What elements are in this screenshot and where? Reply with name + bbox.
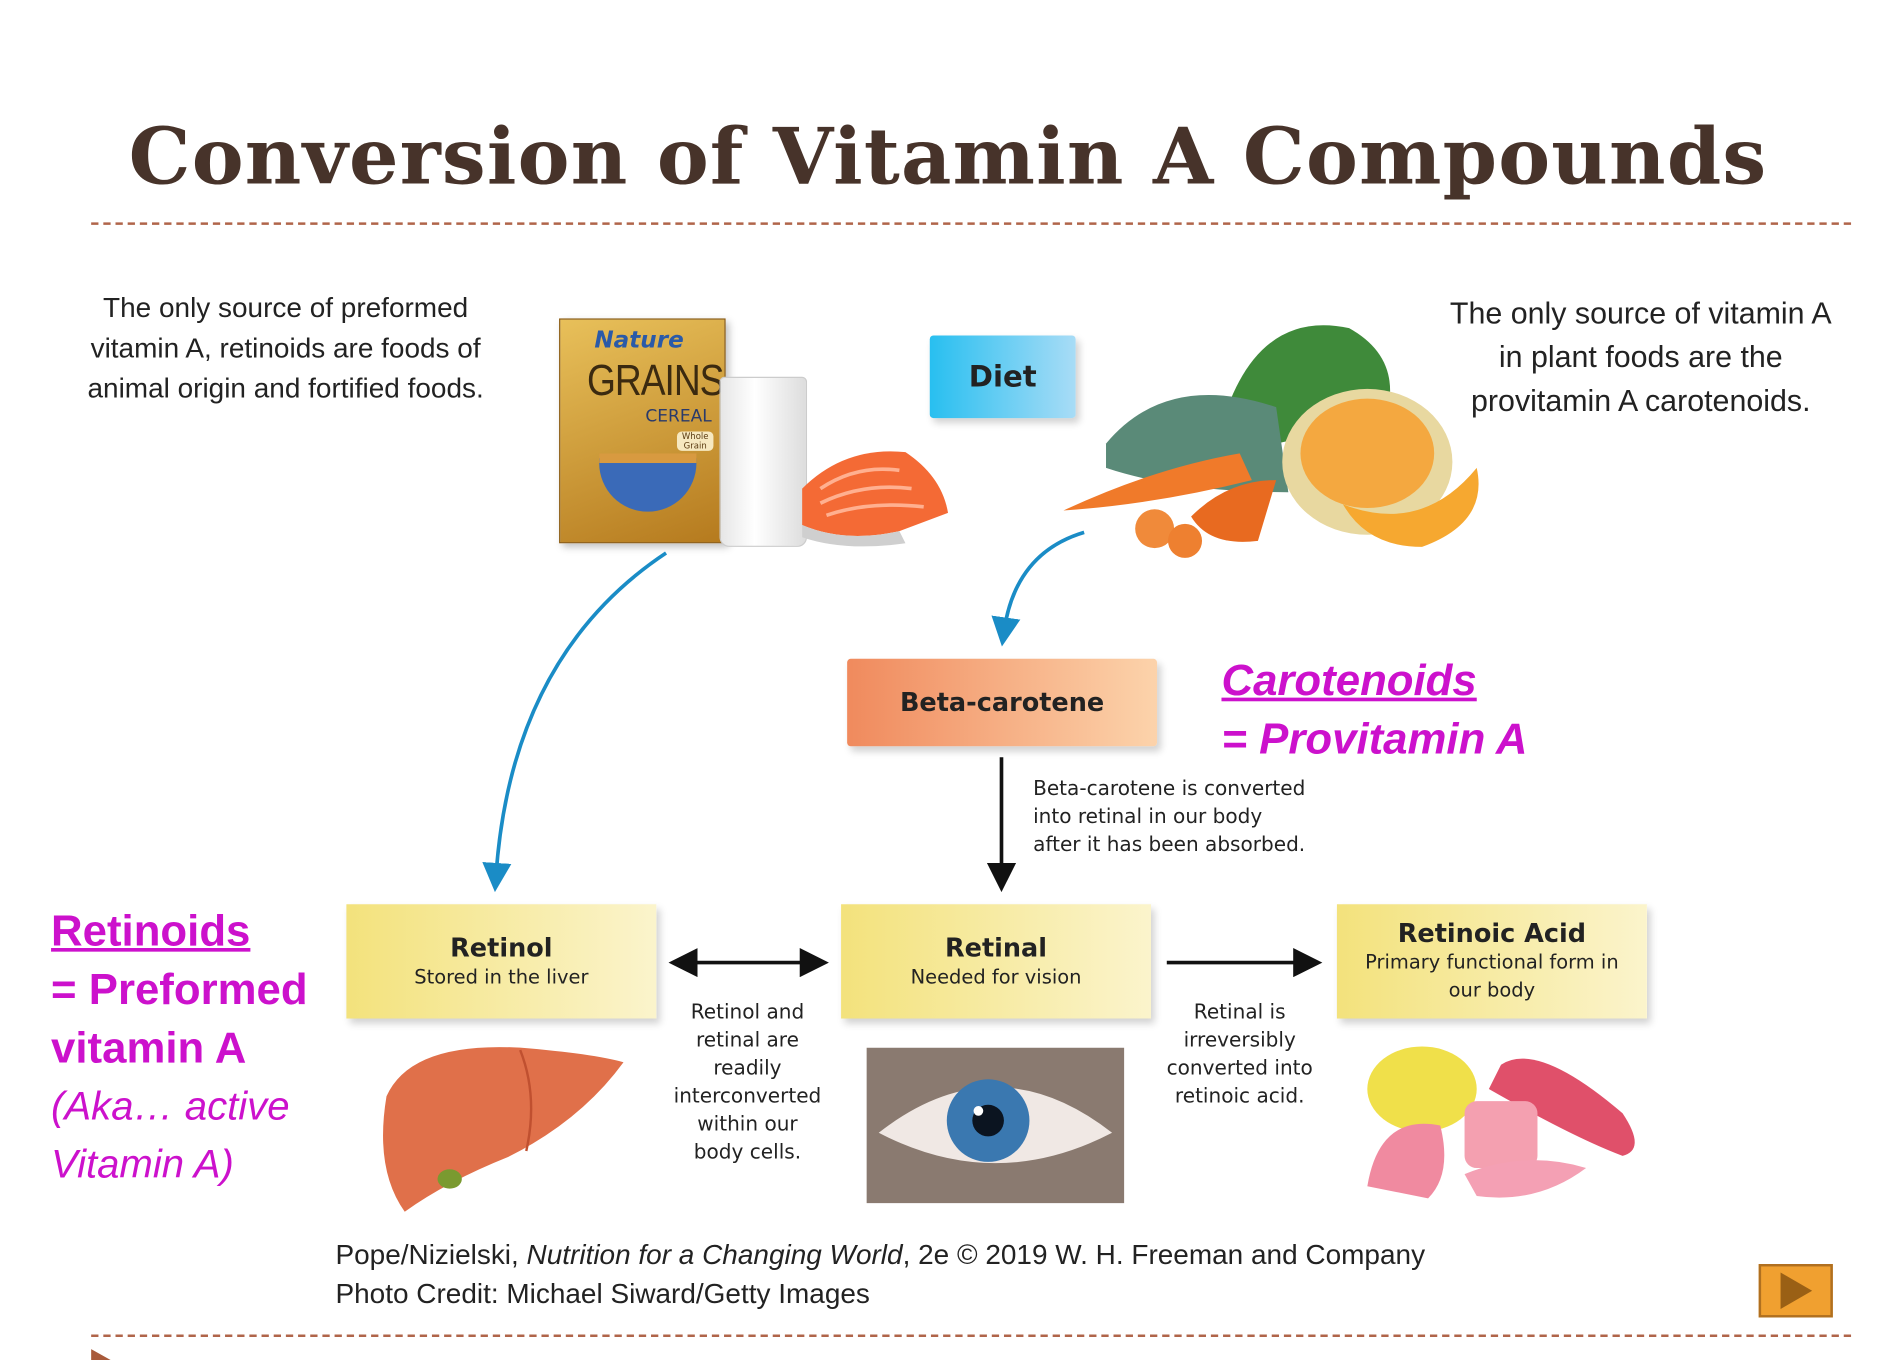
retinoic-acid-title: Retinoic Acid [1397,918,1587,949]
note-line: retinoic acid. [1174,1084,1305,1108]
vitamin-a-label: vitamin A [51,1022,247,1072]
diet-label: Diet [968,359,1037,394]
retinoic-acid-sub: Primary functional form in our body [1365,950,1619,1002]
aka-label: Vitamin A) [51,1141,234,1187]
beta-carotene-box: Beta-carotene [847,658,1158,747]
carotenoids-heading: Carotenoids [1221,655,1477,705]
salmon-image [802,451,949,547]
note-line: retinal are [695,1028,799,1052]
note-line: body cells. [693,1140,802,1164]
note-line: after it has been absorbed. [1033,832,1306,856]
next-slide-button[interactable] [1758,1264,1833,1318]
preformed-arrow [482,551,668,893]
cereal-brand: Nature [594,326,684,354]
note-line: into retinal in our body [1033,804,1263,828]
carotenoids-annotation: Carotenoids = Provitamin A [1221,651,1527,768]
note-line: Retinol and [690,1000,805,1024]
retinal-box: Retinal Needed for vision [841,904,1151,1019]
cereal-box-image: Nature GRAINS CEREAL Whole Grain [559,318,726,544]
beta-carotene-label: Beta-carotene [899,687,1105,718]
diet-box: Diet [929,335,1076,419]
retinol-title: Retinol [450,932,553,962]
corner-triangle-icon [91,1349,111,1360]
liver-image [383,1047,624,1212]
caption-line: animal origin and fortified foods. [87,371,484,404]
cereal-badge: Whole Grain [676,431,714,451]
eye-photo [866,1047,1125,1204]
note-line: Beta-carotene is converted [1033,776,1306,800]
retinoids-annotation: Retinoids = Preformed vitamin A (Aka… ac… [51,902,308,1194]
caption-line: The only source of vitamin A [1449,296,1832,331]
note-line: Retinal is [1193,1000,1286,1024]
cells-image [1367,1046,1635,1199]
note-line: converted into [1166,1056,1313,1080]
retinal-title: Retinal [944,932,1048,962]
citation-publisher: , 2e © 2019 W. H. Freeman and Company [902,1238,1426,1271]
retinoic-acid-box: Retinoic Acid Primary functional form in… [1336,904,1647,1019]
right-caption: The only source of vitamin A in plant fo… [1398,292,1884,423]
cereal-name: GRAINS [587,354,724,405]
aka-label: (Aka… active [51,1082,290,1128]
citation-authors: Pope/Nizielski, [335,1238,527,1271]
note-line: within our [697,1112,798,1136]
caption-line: vitamin A, retinoids are foods of [90,331,481,364]
milk-glass-image [719,376,808,547]
retinol-sub: Stored in the liver [414,964,589,988]
cereal-bowl [599,453,697,512]
retinal-sub: Needed for vision [910,964,1082,988]
caption-line: The only source of preformed [103,291,469,324]
preformed-label: = Preformed [51,963,308,1014]
irreversible-note: Retinal is irreversibly converted into r… [1149,998,1331,1110]
retinol-box: Retinol Stored in the liver [346,904,657,1019]
note-line: irreversibly [1183,1028,1296,1052]
caption-line: in plant foods are the [1498,340,1783,375]
interconversion-note: Retinol and retinal are readily intercon… [656,998,838,1166]
cereal-sub: CEREAL [645,407,712,427]
top-divider [91,222,1852,225]
provitamin-a-label: = Provitamin A [1221,713,1528,764]
note-line: readily [713,1056,782,1080]
play-triangle-icon [1779,1272,1812,1309]
caption-line: provitamin A carotenoids. [1471,384,1811,419]
photo-credit: Photo Credit: Michael Siward/Getty Image… [335,1277,870,1309]
left-caption: The only source of preformed vitamin A, … [24,288,547,408]
note-line: interconverted [673,1084,822,1108]
bottom-divider [91,1334,1852,1337]
beta-conversion-note: Beta-carotene is converted into retinal … [1033,774,1305,858]
citation-line: Pope/Nizielski, Nutrition for a Changing… [335,1235,1425,1274]
vegetables-image [1063,325,1479,558]
citation: Pope/Nizielski, Nutrition for a Changing… [335,1235,1425,1313]
retinoids-heading: Retinoids [51,905,251,956]
slide-title: Conversion of Vitamin A Compounds [128,111,1768,203]
citation-book: Nutrition for a Changing World [526,1238,903,1271]
